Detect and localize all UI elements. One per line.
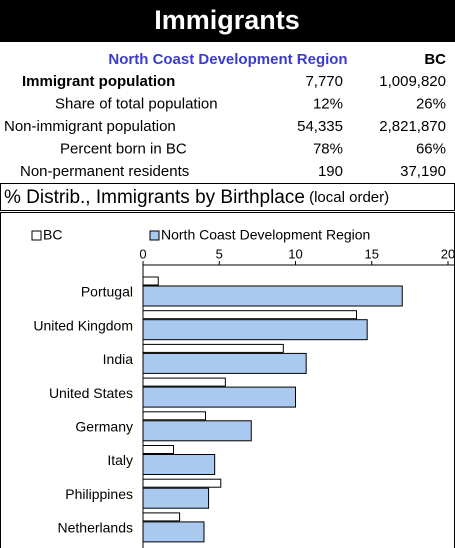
bar [142,445,174,454]
row-label: Immigrant population [22,73,175,90]
bar [142,343,284,353]
bar [142,512,181,522]
x-tick-label: 10 [288,246,302,261]
bar [142,319,368,341]
bar [142,386,296,408]
cell: 1,009,820 [379,73,446,90]
cell: 66% [416,140,446,157]
cell: 7,770 [305,73,343,90]
cell: 12% [313,95,343,112]
category-label: Portugal [81,284,133,300]
category-label: India [103,351,134,367]
bar [142,454,216,475]
bar [142,521,205,543]
bar [142,377,226,387]
cell: 54,335 [297,118,343,135]
category-label: Philippines [65,486,133,502]
panel-title: Immigrants [154,5,300,35]
legend-label: BC [43,227,62,243]
cell: 2,821,870 [379,118,446,135]
bar [142,352,307,374]
bar [142,487,210,509]
bar [142,478,222,488]
cell: 37,190 [400,163,446,180]
bar [142,310,357,320]
category-label: Germany [75,419,133,435]
legend-swatch [149,230,160,241]
bar [142,276,159,286]
x-tick-label: 0 [139,246,146,261]
column-header: North Coast Development Region [108,51,347,68]
bar [142,411,207,421]
category-label: Italy [107,452,133,468]
row-label: Non-permanent residents [20,163,189,180]
column-header: BC [424,51,446,68]
row-label: Percent born in BC [60,140,187,157]
bar [142,285,403,307]
category-label: United States [49,385,133,401]
section-title: % Distrib., Immigrants by Birthplace (lo… [4,187,389,208]
row-label: Non-immigrant population [4,118,176,135]
cell: 78% [313,140,343,157]
legend-swatch [31,230,42,241]
cell: 26% [416,95,446,112]
title-band [0,0,455,42]
chart-subtitle: (local order) [309,189,389,206]
x-tick-label: 5 [216,246,223,261]
x-tick-label: 20 [441,246,455,261]
cell: 190 [318,163,343,180]
bar [142,420,252,442]
x-tick-label: 15 [365,246,379,261]
chart-title: % Distrib., Immigrants by Birthplace [4,187,305,208]
row-label: Share of total population [55,95,218,112]
category-label: Netherlands [58,520,134,536]
category-label: United Kingdom [33,317,133,333]
legend-label: North Coast Development Region [161,227,370,243]
